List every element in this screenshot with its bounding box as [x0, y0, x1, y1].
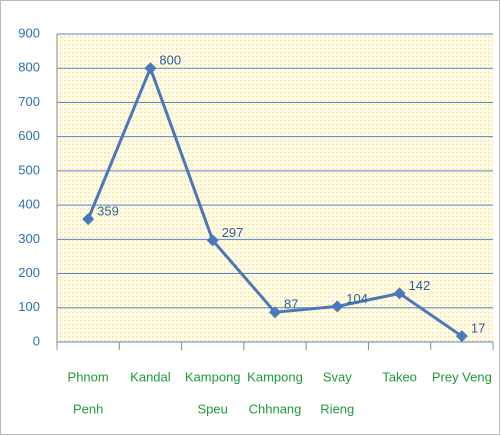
marker	[269, 306, 281, 319]
data-label: 142	[409, 278, 431, 293]
y-tick-label: 500	[18, 162, 40, 177]
y-tick-label: 200	[18, 265, 40, 280]
x-tick-label: Kandal	[130, 369, 171, 384]
y-tick-label: 0	[33, 333, 40, 348]
y-tick-label: 800	[18, 60, 40, 75]
marker	[455, 330, 468, 343]
y-tick-label: 300	[18, 231, 40, 246]
x-tick-label: Rieng	[320, 401, 354, 416]
data-label: 17	[471, 321, 485, 336]
x-tick-label: Takeo	[382, 369, 417, 384]
y-tick-label: 600	[18, 128, 40, 143]
y-tick-label: 400	[18, 197, 40, 212]
data-label: 87	[284, 297, 298, 312]
x-tick-label: Kampong	[247, 369, 303, 384]
marker	[82, 213, 95, 226]
x-tick-label: Prey Veng	[432, 369, 492, 384]
x-tick-label: Penh	[73, 401, 103, 416]
marker	[144, 62, 157, 75]
marker	[393, 287, 406, 300]
x-tick-label: Svay	[323, 369, 352, 384]
y-tick-label: 100	[18, 299, 40, 314]
x-tick-label: Chhnang	[249, 401, 302, 416]
x-tick-label: Kampong	[185, 369, 241, 384]
x-tick-label: Phnom	[68, 369, 109, 384]
marker	[206, 234, 219, 247]
y-tick-label: 700	[18, 94, 40, 109]
data-label: 297	[222, 225, 244, 240]
data-label: 359	[97, 204, 119, 219]
x-tick-label: Speu	[198, 401, 228, 416]
y-tick-label: 900	[18, 25, 40, 40]
data-label: 104	[346, 291, 368, 306]
marker	[331, 300, 344, 313]
data-label: 800	[159, 53, 181, 68]
plot-area	[57, 34, 493, 342]
